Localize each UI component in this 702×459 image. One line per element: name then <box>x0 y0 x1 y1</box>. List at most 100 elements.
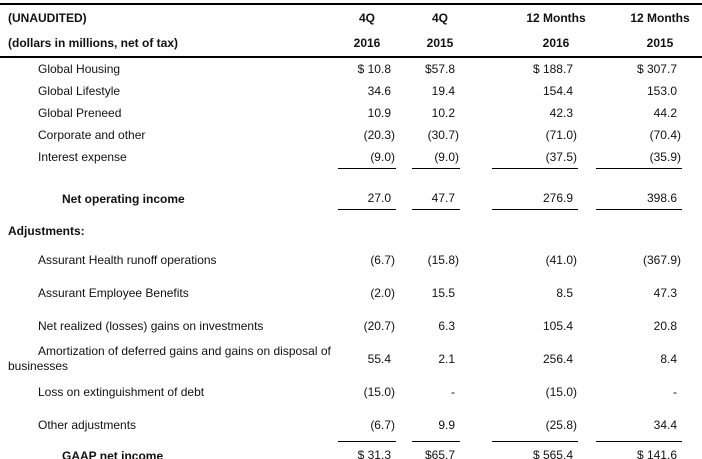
row-adjustments-heading: Adjustments: <box>0 210 702 244</box>
spacer <box>460 124 492 146</box>
spacer <box>396 243 412 276</box>
cell-value: 47.7 <box>412 168 460 210</box>
cell-value: $ 31.3 <box>338 441 396 459</box>
spacer <box>578 442 596 459</box>
spacer <box>578 210 596 244</box>
spacer <box>682 146 702 169</box>
spacer <box>578 169 596 210</box>
spacer <box>578 342 596 375</box>
cell-value: (15.0) <box>545 384 577 399</box>
cell-value: 105.4 <box>542 318 573 333</box>
row-label: Loss on extinguishment of debt <box>38 384 205 399</box>
section-heading: Adjustments: <box>8 224 85 238</box>
row-label: Global Lifestyle <box>38 84 121 98</box>
spacer <box>396 80 412 102</box>
col-header-year-4-text: 2015 <box>646 36 674 50</box>
row-label: Global Housing <box>38 62 121 76</box>
spacer <box>460 102 492 124</box>
spacer <box>460 210 492 244</box>
row-loss-extinguishment-debt: Loss on extinguishment of debt (15.0) - … <box>0 375 702 408</box>
cell-value: 34.6 <box>367 84 391 98</box>
spacer <box>460 309 492 342</box>
table-body: Global Housing $ 10.8 $57.8 $ 188.7 $ 30… <box>0 57 702 459</box>
row-global-housing: Global Housing $ 10.8 $57.8 $ 188.7 $ 30… <box>0 57 702 80</box>
row-label: Net operating income <box>62 191 185 206</box>
col-header-year-2: 2015 <box>412 30 460 58</box>
spacer <box>460 408 492 442</box>
row-global-preneed: Global Preneed 10.9 10.2 42.3 44.2 <box>0 102 702 124</box>
cell-value: $ 141.6 <box>596 441 682 459</box>
spacer <box>460 169 492 210</box>
row-label: Assurant Employee Benefits <box>38 285 189 300</box>
spacer <box>682 408 702 442</box>
spacer <box>412 210 460 244</box>
cell-value: 44.2 <box>653 106 677 120</box>
spacer <box>682 342 702 375</box>
col-header-period-4-text: 12 Months <box>630 10 690 25</box>
header-title: (UNAUDITED) <box>8 10 87 25</box>
cell-value: 154.4 <box>542 84 573 98</box>
spacer <box>396 30 412 58</box>
spacer <box>682 210 702 244</box>
spacer <box>578 30 596 58</box>
spacer <box>682 309 702 342</box>
cell-value: - <box>451 384 455 399</box>
spacer <box>396 210 412 244</box>
cell-value: 153.0 <box>646 84 677 98</box>
cell-value: $65.7 <box>412 441 460 459</box>
row-label: Net realized (losses) gains on investmen… <box>38 318 264 333</box>
cell-value: $57.8 <box>424 62 455 76</box>
spacer <box>682 375 702 408</box>
cell-value: $ 565.4 <box>492 441 578 459</box>
spacer <box>460 342 492 375</box>
cell-value: (2.0) <box>370 285 395 300</box>
cell-value: (30.7) <box>427 128 459 142</box>
spacer <box>578 309 596 342</box>
cell-value: $ 307.7 <box>636 62 677 76</box>
row-global-lifestyle: Global Lifestyle 34.6 19.4 154.4 153.0 <box>0 80 702 102</box>
row-corporate-and-other: Corporate and other (20.3) (30.7) (71.0)… <box>0 124 702 146</box>
spacer <box>396 146 412 169</box>
spacer <box>396 4 412 30</box>
spacer <box>578 80 596 102</box>
cell-value: - <box>673 384 677 399</box>
spacer <box>396 102 412 124</box>
spacer <box>578 243 596 276</box>
financial-table: (UNAUDITED) 4Q 4Q 12 Months 12 Months (d… <box>0 3 702 459</box>
row-label: Corporate and other <box>38 128 146 142</box>
spacer <box>578 276 596 309</box>
spacer <box>578 124 596 146</box>
cell-value: 398.6 <box>596 168 682 210</box>
row-assurant-employee-benefits: Assurant Employee Benefits (2.0) 15.5 8.… <box>0 276 702 309</box>
spacer <box>396 342 412 375</box>
spacer <box>596 210 682 244</box>
cell-value: 2.1 <box>438 351 455 366</box>
spacer <box>396 169 412 210</box>
spacer <box>396 124 412 146</box>
cell-value: 15.5 <box>431 285 455 300</box>
spacer <box>578 375 596 408</box>
row-interest-expense: Interest expense (9.0) (9.0) (37.5) (35.… <box>0 146 702 169</box>
spacer <box>396 375 412 408</box>
spacer <box>682 57 702 80</box>
cell-value: (15.0) <box>363 384 395 399</box>
header-period-row: (UNAUDITED) 4Q 4Q 12 Months 12 Months <box>0 4 702 30</box>
spacer <box>682 102 702 124</box>
row-net-realized-gains: Net realized (losses) gains on investmen… <box>0 309 702 342</box>
spacer <box>578 57 596 80</box>
spacer <box>492 210 578 244</box>
col-header-period-1: 4Q <box>338 4 396 30</box>
cell-value: (6.7) <box>338 408 396 442</box>
cell-value: 9.9 <box>412 408 460 442</box>
spacer <box>682 169 702 210</box>
cell-value: 6.3 <box>438 318 455 333</box>
header-year-row: (dollars in millions, net of tax) 2016 2… <box>0 30 702 58</box>
col-header-year-1: 2016 <box>338 30 396 58</box>
row-label: Assurant Health runoff operations <box>38 252 217 267</box>
spacer <box>460 146 492 169</box>
col-header-year-3-text: 2016 <box>542 36 570 50</box>
col-header-year-1-text: 2016 <box>353 36 381 50</box>
cell-value: (9.0) <box>412 146 460 169</box>
header-subtitle: (dollars in millions, net of tax) <box>0 30 338 58</box>
